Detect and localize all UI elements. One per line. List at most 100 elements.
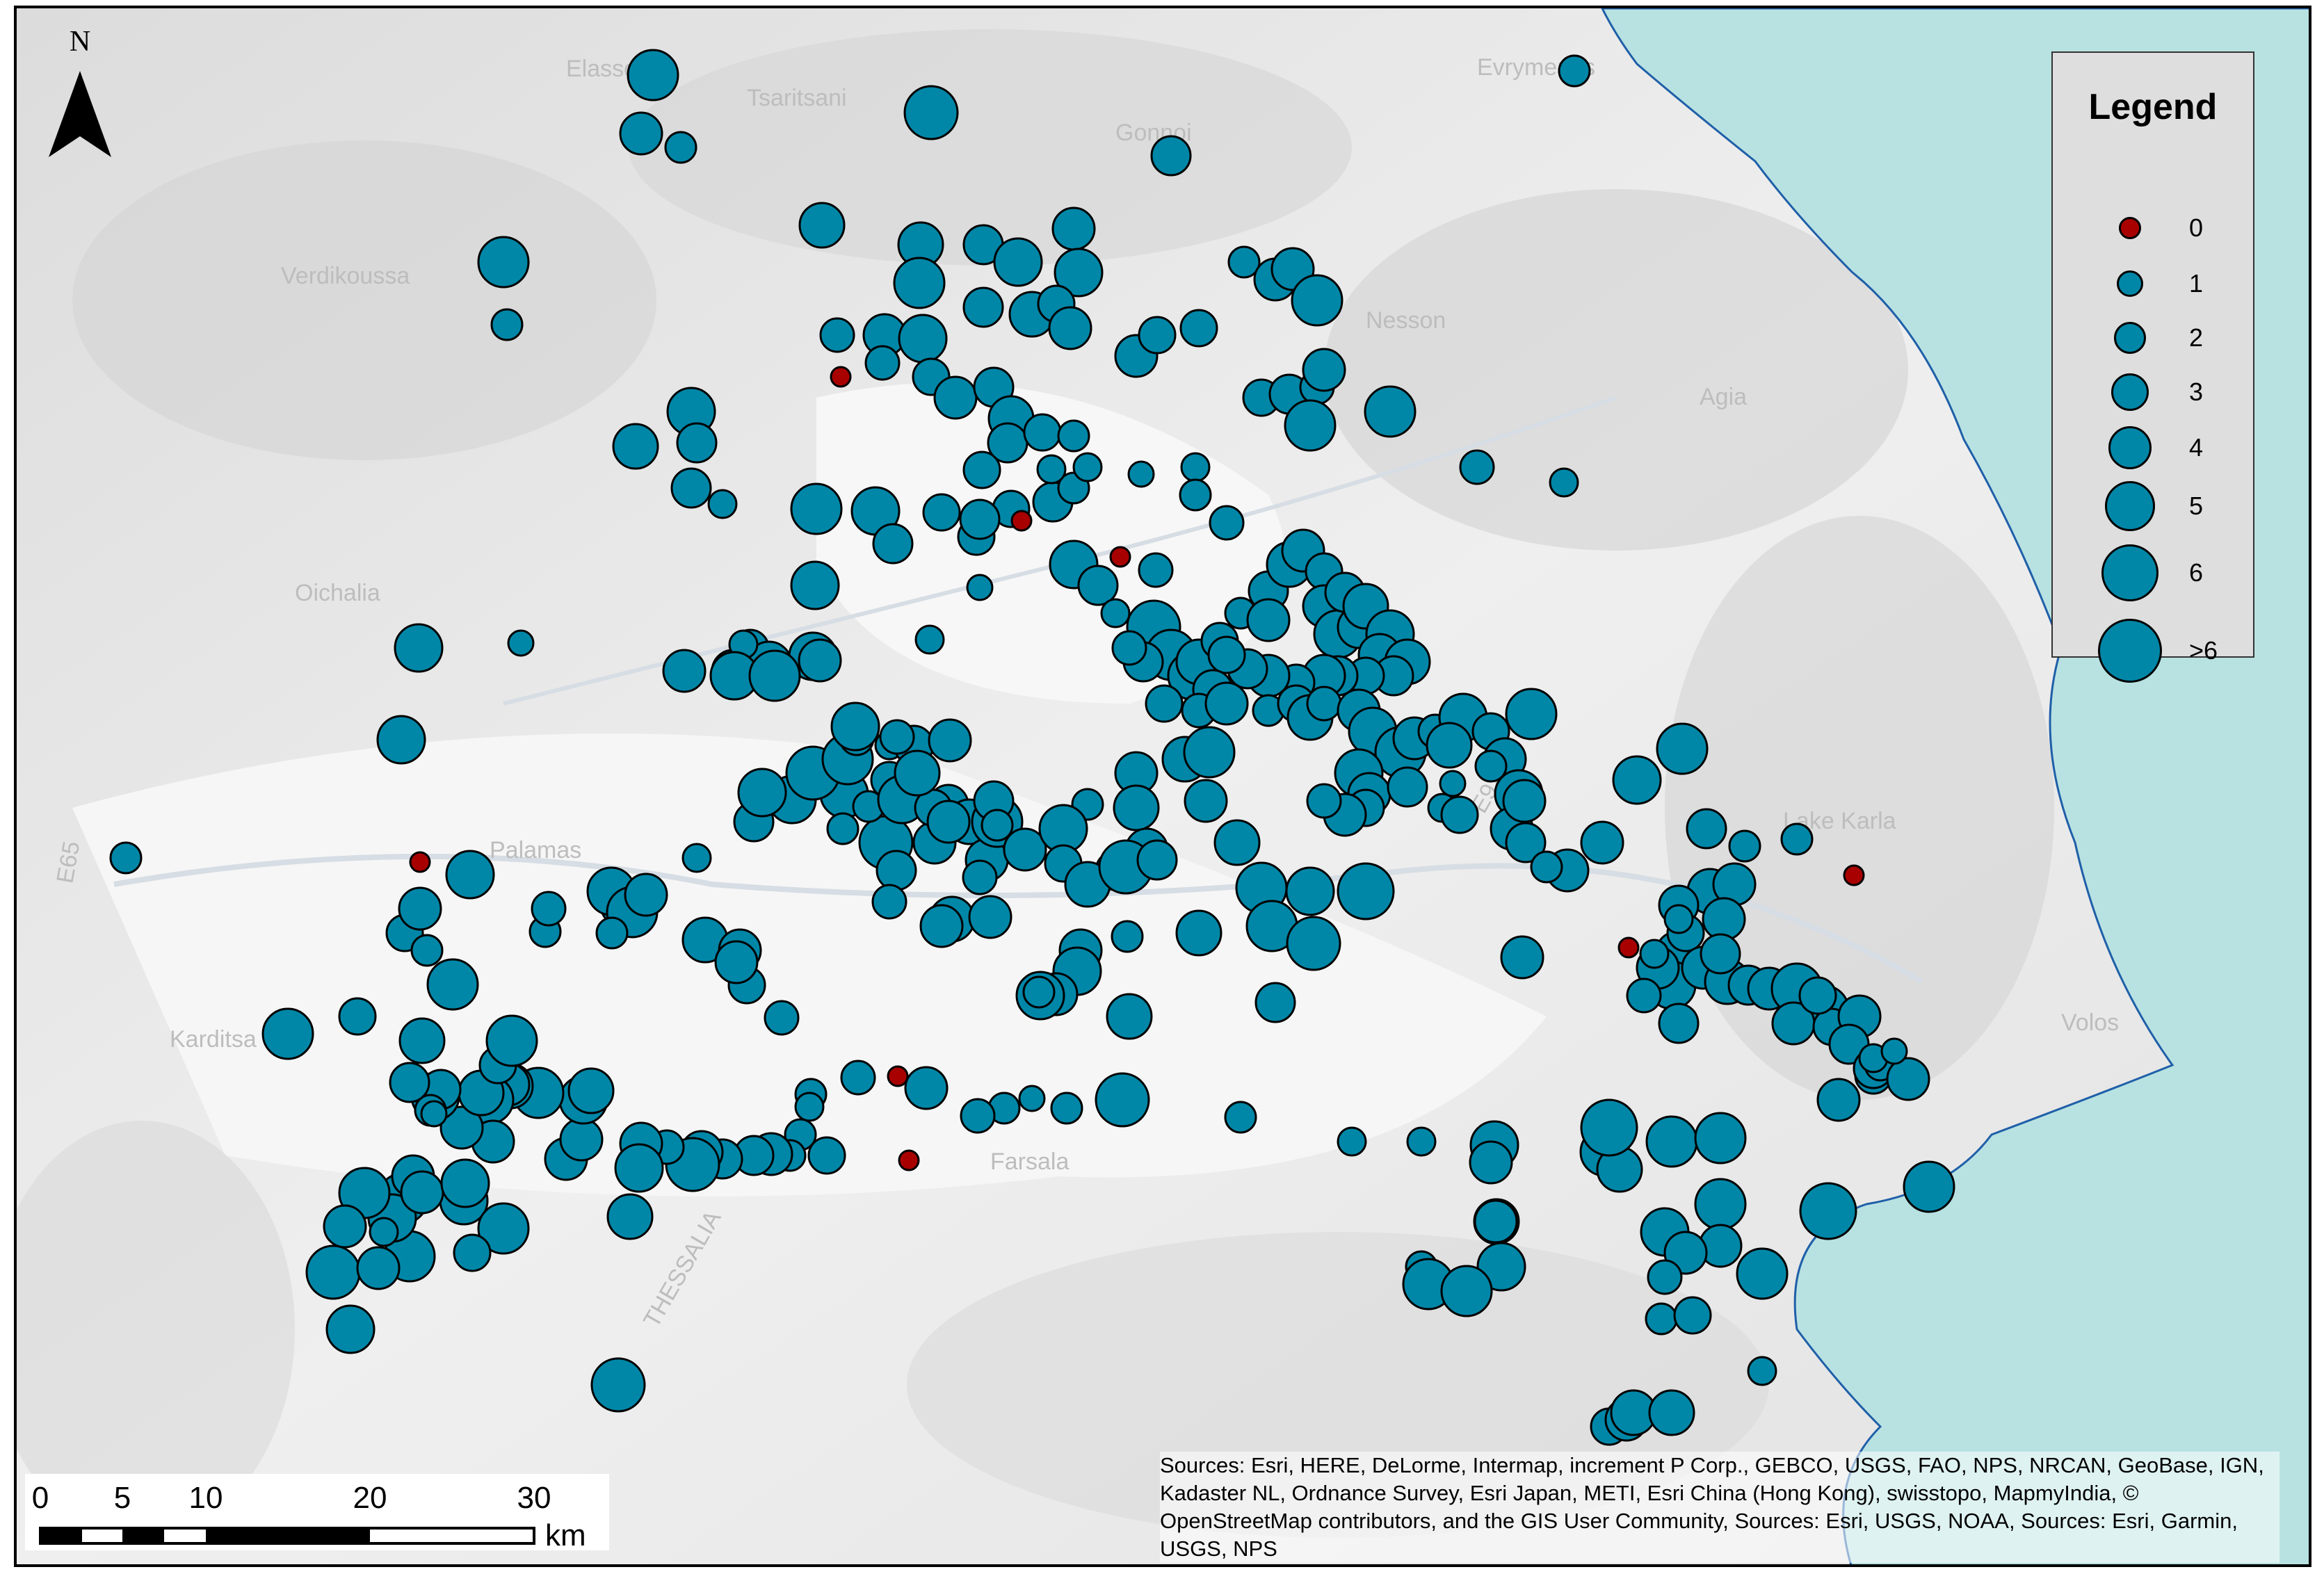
value-point[interactable] <box>1207 635 1246 674</box>
value-point[interactable] <box>1505 822 1547 863</box>
value-point[interactable] <box>670 467 712 509</box>
value-point[interactable] <box>559 1117 604 1162</box>
value-point[interactable] <box>595 916 629 950</box>
value-point[interactable] <box>1798 976 1837 1015</box>
value-point[interactable] <box>928 718 972 763</box>
value-point[interactable] <box>966 574 994 601</box>
value-point[interactable] <box>1663 904 1694 934</box>
value-point[interactable] <box>748 649 801 702</box>
basemap[interactable]: Elassona Tsaritsani Gonnoi Evrymenes Ver… <box>17 8 2311 1567</box>
zero-value-point[interactable] <box>409 851 431 873</box>
value-point[interactable] <box>1246 598 1291 642</box>
value-point[interactable] <box>1580 820 1624 865</box>
value-point[interactable] <box>1213 819 1261 866</box>
value-point[interactable] <box>794 1092 825 1122</box>
value-point[interactable] <box>1780 822 1814 856</box>
value-point[interactable] <box>1500 935 1544 980</box>
value-point[interactable] <box>1886 1057 1930 1101</box>
value-point[interactable] <box>1647 1259 1683 1295</box>
value-point[interactable] <box>933 375 978 420</box>
value-point[interactable] <box>764 1000 800 1036</box>
value-point[interactable] <box>1816 1078 1861 1122</box>
value-point[interactable] <box>1054 248 1104 298</box>
value-point[interactable] <box>962 859 998 895</box>
value-point[interactable] <box>453 1233 492 1272</box>
value-point[interactable] <box>993 237 1043 287</box>
value-point[interactable] <box>305 1244 361 1300</box>
value-point[interactable] <box>1184 779 1228 823</box>
value-point[interactable] <box>323 1204 367 1249</box>
value-point[interactable] <box>1505 688 1558 740</box>
value-point[interactable] <box>1209 505 1245 541</box>
value-point[interactable] <box>893 257 946 309</box>
value-point[interactable] <box>819 317 855 353</box>
value-point[interactable] <box>1337 862 1395 920</box>
value-point[interactable] <box>531 891 567 927</box>
value-point[interactable] <box>1306 783 1342 819</box>
value-point[interactable] <box>1284 399 1337 452</box>
value-point[interactable] <box>1502 779 1547 823</box>
value-point[interactable] <box>898 314 948 364</box>
value-point[interactable] <box>1138 552 1174 588</box>
value-point[interactable] <box>1469 1140 1513 1185</box>
value-point[interactable] <box>1306 685 1342 722</box>
value-point[interactable] <box>1018 1085 1046 1112</box>
value-point[interactable] <box>410 934 444 967</box>
value-point[interactable] <box>1799 1182 1857 1240</box>
value-point[interactable] <box>477 1202 530 1255</box>
value-point[interactable] <box>1023 413 1062 452</box>
value-point[interactable] <box>1476 1242 1526 1292</box>
zero-value-point[interactable] <box>1843 864 1865 886</box>
value-point[interactable] <box>627 49 679 102</box>
value-point[interactable] <box>1003 827 1047 872</box>
value-point[interactable] <box>1747 1356 1777 1386</box>
value-point[interactable] <box>1530 850 1563 884</box>
value-point[interactable] <box>477 236 530 289</box>
value-point[interactable] <box>1645 1115 1698 1168</box>
value-point[interactable] <box>1440 1265 1493 1317</box>
value-point[interactable] <box>1285 866 1335 916</box>
value-point[interactable] <box>968 895 1012 939</box>
value-point[interactable] <box>1673 1296 1712 1335</box>
zero-value-point[interactable] <box>1010 510 1033 532</box>
value-point[interactable] <box>590 1357 646 1413</box>
value-point[interactable] <box>1254 982 1296 1023</box>
value-point[interactable] <box>1204 681 1249 726</box>
value-point[interactable] <box>1639 939 1670 969</box>
value-point[interactable] <box>1175 909 1222 957</box>
value-point[interactable] <box>1036 454 1067 485</box>
value-point[interactable] <box>1051 206 1096 251</box>
value-point[interactable] <box>1183 726 1236 779</box>
value-point[interactable] <box>1558 54 1591 88</box>
value-point[interactable] <box>1227 245 1261 279</box>
value-point[interactable] <box>1440 795 1479 834</box>
value-point[interactable] <box>1459 449 1495 485</box>
value-point[interactable] <box>871 884 907 920</box>
value-point[interactable] <box>426 958 479 1011</box>
value-point[interactable] <box>1106 993 1153 1040</box>
value-point[interactable] <box>376 715 426 765</box>
value-point[interactable] <box>485 1014 538 1067</box>
value-point[interactable] <box>1127 460 1155 488</box>
value-point[interactable] <box>1100 598 1131 628</box>
value-point[interactable] <box>1736 1247 1789 1300</box>
value-point[interactable] <box>1337 1126 1367 1157</box>
value-point[interactable] <box>662 649 707 693</box>
value-point[interactable] <box>830 701 880 752</box>
value-point[interactable] <box>1612 755 1662 805</box>
value-point[interactable] <box>1686 808 1727 850</box>
value-point[interactable] <box>1072 452 1103 482</box>
value-point[interactable] <box>1648 1389 1695 1436</box>
value-point[interactable] <box>714 940 759 984</box>
value-point[interactable] <box>1180 452 1211 482</box>
value-point[interactable] <box>325 1304 376 1354</box>
value-point[interactable] <box>981 809 1014 842</box>
value-point[interactable] <box>1077 565 1119 606</box>
value-point[interactable] <box>619 111 663 156</box>
value-point[interactable] <box>440 1158 490 1208</box>
value-point[interactable] <box>1439 770 1467 797</box>
value-point[interactable] <box>922 493 961 532</box>
value-point[interactable] <box>389 1062 430 1103</box>
value-point[interactable] <box>1658 1003 1700 1044</box>
value-point[interactable] <box>261 1007 314 1060</box>
